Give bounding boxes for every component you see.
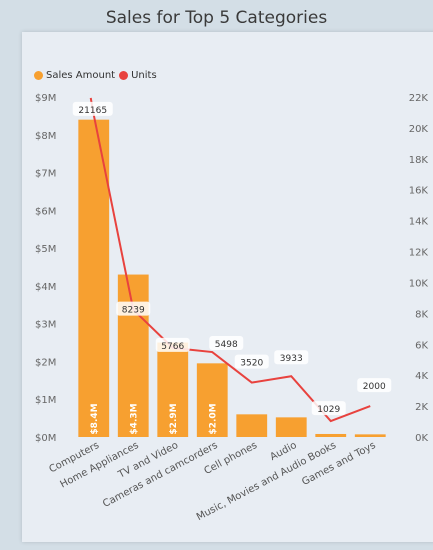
line-label-bg (234, 354, 269, 369)
y-left-tick-label: $7M (35, 169, 56, 180)
y-right-tick-label: 6K (415, 340, 428, 351)
y-right-tick-label: 2K (415, 402, 428, 413)
y-right-tick-label: 8K (415, 309, 428, 320)
bar (117, 274, 149, 437)
y-left-tick-label: $2M (35, 357, 56, 368)
line-data-label: 2000 (363, 382, 386, 392)
line-label-bg (311, 401, 346, 416)
y-left-tick-label: $3M (35, 320, 56, 331)
y-right-tick-label: 12K (409, 248, 429, 259)
legend-swatch-sales (34, 71, 43, 80)
bar (157, 342, 189, 437)
line-data-label: 5766 (161, 342, 184, 352)
line-label-bg (72, 101, 113, 116)
y-right-tick-label: 16K (409, 186, 429, 197)
bar-data-label: $2.9M (169, 403, 179, 434)
y-right-tick-label: 10K (409, 278, 429, 289)
line-data-label: 3933 (280, 354, 303, 364)
y-left-tick-label: $0M (35, 433, 56, 444)
y-right-tick-label: 0K (415, 433, 428, 444)
y-left-tick-label: $9M (35, 93, 56, 104)
y-right-tick-label: 20K (409, 124, 429, 135)
line-data-label: 5498 (215, 340, 238, 350)
y-left-tick-label: $8M (35, 131, 56, 142)
bar-data-label: $8.4M (90, 403, 100, 434)
bar-data-label: $2.0M (208, 403, 218, 434)
bar-data-label: $4.3M (129, 403, 139, 434)
y-right-tick-label: 4K (415, 371, 428, 382)
bar (196, 363, 228, 437)
line-label-bg (274, 350, 309, 365)
line-label-bg (209, 336, 244, 351)
line-label-bg (116, 301, 151, 316)
line-data-label: 21165 (78, 106, 107, 116)
legend-label-sales: Sales Amount (46, 70, 116, 81)
bar (354, 434, 386, 437)
bar (78, 119, 110, 438)
legend-item-units[interactable]: Units (119, 70, 157, 81)
legend-item-sales[interactable]: Sales Amount (34, 70, 115, 81)
y-right-tick-label: 22K (409, 93, 429, 104)
line-data-label: 1029 (317, 405, 340, 415)
y-left-tick-label: $6M (35, 206, 56, 217)
y-left-tick-label: $4M (35, 282, 56, 293)
y-right-tick-label: 18K (409, 155, 429, 166)
chart-legend: Sales Amount Units (34, 70, 161, 81)
line-label-bg (357, 378, 392, 393)
bar (275, 417, 307, 437)
line-label-bg (155, 337, 190, 352)
line-data-label: 3520 (240, 359, 263, 369)
chart-title: Sales for Top 5 Categories (105, 8, 328, 28)
x-tick-label: Games and Toys (300, 440, 377, 488)
line-data-label: 8239 (122, 306, 145, 316)
legend-swatch-units (119, 71, 129, 80)
y-left-tick-label: $5M (35, 244, 56, 255)
legend-label-units: Units (131, 70, 157, 81)
y-left-tick-label: $1M (35, 395, 56, 406)
bar (315, 433, 347, 437)
y-right-tick-label: 14K (409, 217, 429, 228)
bar (236, 414, 268, 437)
